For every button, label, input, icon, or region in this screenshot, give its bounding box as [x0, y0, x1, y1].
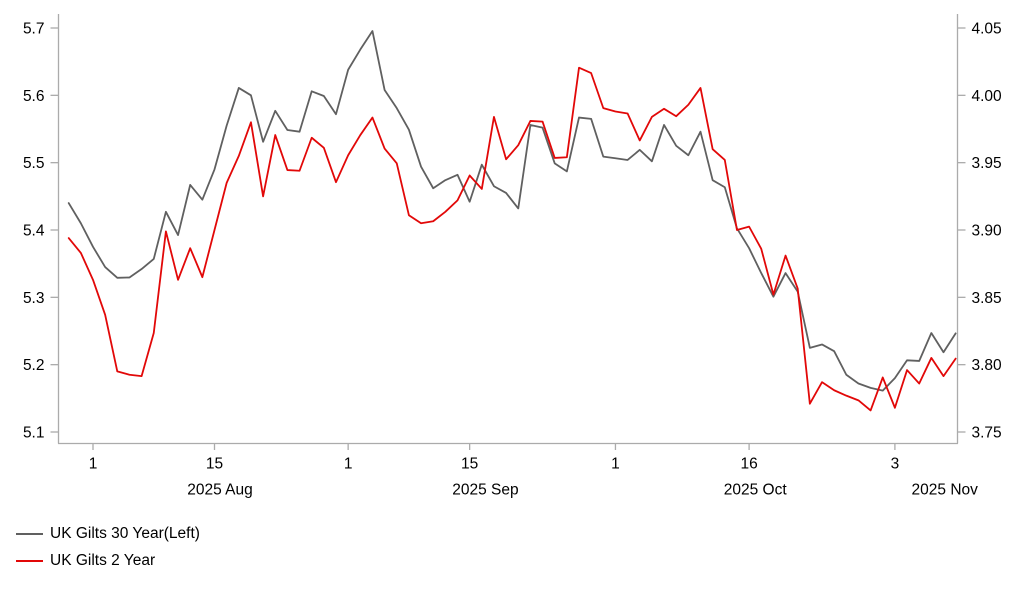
x-axis-month-label: 2025 Nov	[912, 482, 979, 499]
series-line-1	[67, 66, 957, 412]
y-axis-right-tick-label: 3.75	[972, 425, 1002, 442]
legend-item-30-year: UK Gilts 30 Year(Left)	[16, 524, 200, 544]
legend-label-2-year: UK Gilts 2 Year	[50, 552, 156, 569]
series-2-year-swatch	[16, 560, 43, 562]
x-axis-month-label: 2025 Oct	[724, 482, 788, 499]
y-axis-right-tick-label: 3.90	[972, 223, 1003, 240]
chart-legend: UK Gilts 30 Year(Left) UK Gilts 2 Year	[16, 524, 200, 571]
y-axis-left-tick-label: 5.6	[23, 88, 45, 105]
x-axis-day-label: 15	[461, 456, 478, 473]
x-axis-day-label: 1	[89, 456, 98, 473]
x-axis-month-label: 2025 Aug	[187, 482, 253, 499]
y-axis-right-tick-label: 4.05	[972, 21, 1002, 38]
y-axis-left-tick-label: 5.1	[23, 425, 45, 442]
y-axis-right-tick-label: 3.95	[972, 155, 1002, 172]
x-axis-day-label: 16	[740, 456, 757, 473]
y-axis-right-tick-label: 4.00	[972, 88, 1003, 105]
y-axis-left-tick-label: 5.2	[23, 357, 45, 374]
y-axis-left-tick-label: 5.3	[23, 290, 45, 307]
y-axis-left-tick-label: 5.5	[23, 155, 45, 172]
y-axis-left-tick-label: 5.7	[23, 21, 45, 38]
series-30-year-swatch	[16, 533, 43, 535]
y-axis-right-tick-label: 3.85	[972, 290, 1002, 307]
y-axis-right-tick-label: 3.80	[972, 357, 1003, 374]
x-axis-day-label: 3	[891, 456, 900, 473]
x-axis-month-label: 2025 Sep	[452, 482, 518, 499]
x-axis-day-label: 1	[611, 456, 620, 473]
legend-item-2-year: UK Gilts 2 Year	[16, 551, 200, 571]
y-axis-left-tick-label: 5.4	[23, 223, 45, 240]
x-axis-day-label: 1	[344, 456, 353, 473]
legend-label-30-year: UK Gilts 30 Year(Left)	[50, 525, 200, 542]
x-axis-day-label: 15	[206, 456, 223, 473]
series-line-0	[67, 30, 957, 392]
